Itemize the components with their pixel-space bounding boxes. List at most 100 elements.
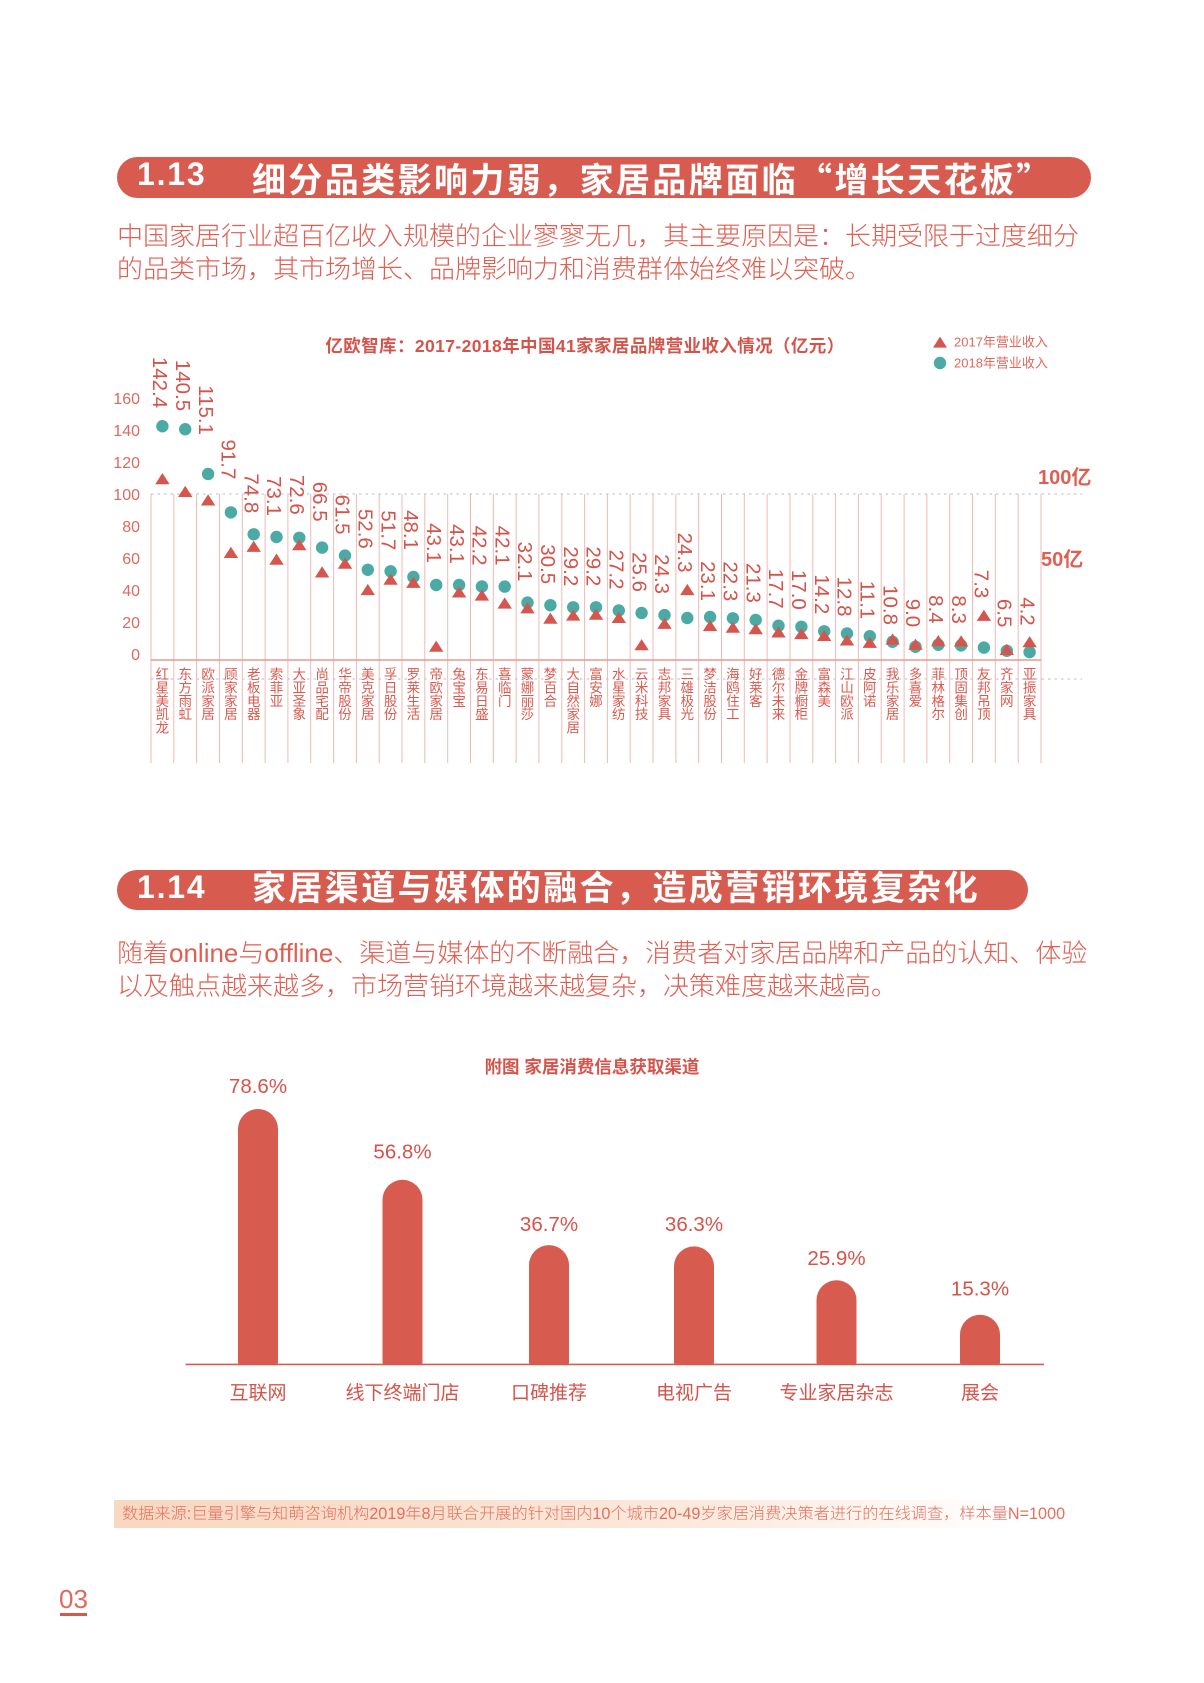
svg-text:富: 富 <box>817 666 831 682</box>
svg-text:水: 水 <box>612 667 626 682</box>
svg-text:娜: 娜 <box>521 680 535 695</box>
svg-text:派: 派 <box>201 680 215 695</box>
svg-text:22.3: 22.3 <box>719 561 742 601</box>
svg-text:顶: 顶 <box>954 667 968 682</box>
svg-text:鸥: 鸥 <box>726 679 740 695</box>
svg-text:8.4: 8.4 <box>924 595 947 624</box>
svg-text:多: 多 <box>909 666 923 682</box>
svg-text:43.1: 43.1 <box>422 523 445 563</box>
svg-text:6.5: 6.5 <box>993 599 1016 628</box>
svg-text:克: 克 <box>361 680 375 695</box>
svg-text:雄: 雄 <box>681 680 695 695</box>
svg-text:具: 具 <box>658 707 672 722</box>
svg-text:日: 日 <box>475 694 489 709</box>
svg-text:口碑推荐: 口碑推荐 <box>511 1382 587 1404</box>
svg-text:大: 大 <box>293 667 307 682</box>
svg-text:林: 林 <box>932 680 946 695</box>
svg-text:我: 我 <box>886 667 900 682</box>
svg-text:星: 星 <box>156 680 170 695</box>
svg-text:顶: 顶 <box>977 707 991 722</box>
svg-text:纺: 纺 <box>612 707 626 722</box>
svg-text:家: 家 <box>886 693 900 709</box>
svg-text:红: 红 <box>156 667 170 682</box>
svg-text:临: 临 <box>498 680 512 695</box>
svg-text:皮: 皮 <box>863 667 877 682</box>
svg-text:家: 家 <box>429 693 443 709</box>
svg-text:华: 华 <box>338 667 352 682</box>
svg-text:梦: 梦 <box>703 667 717 682</box>
svg-text:160: 160 <box>113 391 140 408</box>
svg-text:17.0: 17.0 <box>787 570 810 610</box>
svg-text:份: 份 <box>338 707 352 722</box>
svg-text:亿欧智库：2017-2018年中国41家家居品牌营业收入情况: 亿欧智库：2017-2018年中国41家家居品牌营业收入情况（亿元） <box>325 336 844 356</box>
svg-text:极: 极 <box>681 694 695 709</box>
svg-text:振: 振 <box>1023 680 1037 695</box>
svg-text:技: 技 <box>635 707 649 722</box>
svg-text:客: 客 <box>749 693 763 709</box>
svg-text:居: 居 <box>429 707 443 722</box>
svg-text:富: 富 <box>589 666 603 682</box>
svg-text:股: 股 <box>338 694 352 709</box>
svg-text:好: 好 <box>749 667 763 682</box>
svg-text:宝: 宝 <box>452 694 466 709</box>
svg-text:家: 家 <box>566 706 580 722</box>
svg-text:喜: 喜 <box>498 667 512 682</box>
svg-text:菲: 菲 <box>932 667 946 682</box>
svg-text:美: 美 <box>361 667 375 682</box>
svg-text:居: 居 <box>361 707 375 722</box>
svg-text:12.8: 12.8 <box>833 577 856 617</box>
svg-text:志: 志 <box>658 667 672 682</box>
svg-text:牌: 牌 <box>795 679 809 695</box>
svg-text:电视广告: 电视广告 <box>656 1382 732 1404</box>
svg-text:米: 米 <box>635 680 649 695</box>
svg-text:52.6: 52.6 <box>354 509 377 549</box>
svg-text:家: 家 <box>224 693 238 709</box>
svg-text:帝: 帝 <box>429 667 443 682</box>
svg-text:齐: 齐 <box>1000 667 1014 682</box>
svg-text:60: 60 <box>122 551 140 568</box>
svg-text:23.1: 23.1 <box>696 561 719 601</box>
svg-text:邦: 邦 <box>658 680 672 695</box>
svg-text:居: 居 <box>566 721 580 736</box>
svg-text:洁: 洁 <box>703 680 717 695</box>
svg-text:家: 家 <box>201 693 215 709</box>
svg-text:78.6%: 78.6% <box>229 1075 287 1098</box>
svg-text:欧: 欧 <box>429 680 443 695</box>
svg-text:附图 家居消费信息获取渠道: 附图 家居消费信息获取渠道 <box>485 1057 700 1077</box>
svg-text:光: 光 <box>681 707 695 722</box>
svg-text:活: 活 <box>407 707 421 722</box>
svg-text:74.8: 74.8 <box>239 473 262 513</box>
svg-text:来: 来 <box>772 707 786 722</box>
svg-text:50亿: 50亿 <box>1041 548 1083 571</box>
svg-text:配: 配 <box>315 707 329 722</box>
svg-text:喜: 喜 <box>909 680 923 695</box>
svg-text:家: 家 <box>361 693 375 709</box>
svg-text:菲: 菲 <box>270 680 284 695</box>
svg-text:科: 科 <box>635 694 649 709</box>
svg-text:100: 100 <box>113 487 140 504</box>
svg-text:具: 具 <box>1023 707 1037 722</box>
svg-text:乐: 乐 <box>886 680 900 695</box>
svg-text:2018年营业收入: 2018年营业收入 <box>954 356 1048 371</box>
svg-text:三: 三 <box>681 667 695 682</box>
svg-text:80: 80 <box>122 519 140 536</box>
svg-text:25.6: 25.6 <box>627 552 650 592</box>
svg-text:丽: 丽 <box>521 694 535 709</box>
svg-text:宝: 宝 <box>452 680 466 695</box>
svg-text:亚: 亚 <box>293 680 307 695</box>
svg-text:140: 140 <box>113 423 140 440</box>
svg-text:72.6: 72.6 <box>285 475 308 515</box>
svg-text:江: 江 <box>840 667 854 682</box>
svg-text:亚: 亚 <box>270 694 284 709</box>
svg-text:股: 股 <box>703 694 717 709</box>
svg-text:金: 金 <box>795 667 809 682</box>
svg-text:7.3: 7.3 <box>970 570 993 599</box>
svg-text:欧: 欧 <box>840 694 854 709</box>
svg-text:61.5: 61.5 <box>331 495 354 535</box>
svg-text:专业家居杂志: 专业家居杂志 <box>779 1382 893 1404</box>
svg-text:莎: 莎 <box>521 707 535 722</box>
svg-text:互联网: 互联网 <box>229 1382 286 1404</box>
svg-text:宅: 宅 <box>315 694 329 709</box>
svg-text:居: 居 <box>201 707 215 722</box>
svg-text:诺: 诺 <box>863 694 877 709</box>
